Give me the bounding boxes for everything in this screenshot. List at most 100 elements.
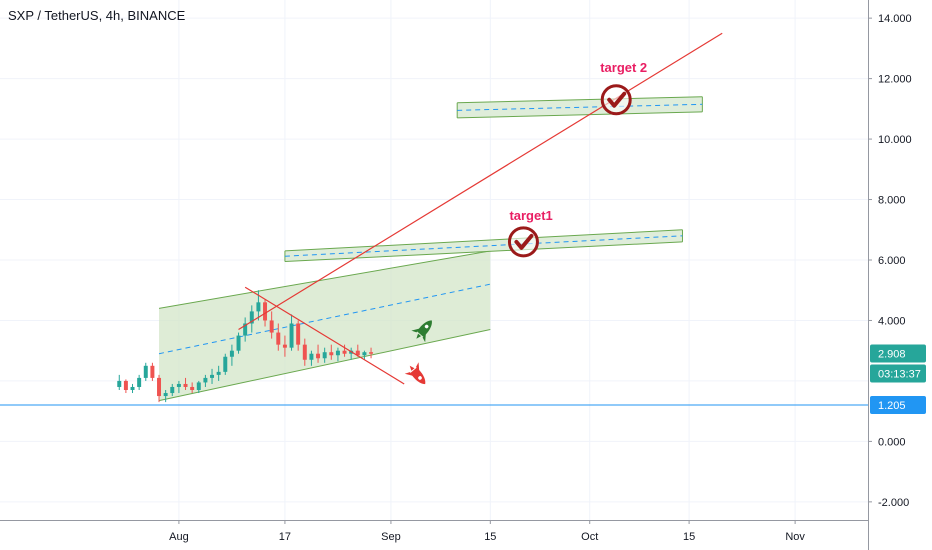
rocket-down-icon-fin-left [415, 362, 420, 371]
candlestick-series [117, 290, 374, 403]
grid-lines [0, 0, 868, 520]
candle-body [316, 353, 321, 359]
price-tick-label: 10.000 [878, 134, 912, 146]
candle [176, 380, 181, 394]
candle [329, 344, 334, 360]
trend-line-up [238, 32, 723, 331]
candle-body [150, 365, 155, 378]
candle-body [190, 386, 195, 390]
time-tick-label: 15 [683, 531, 695, 543]
rocket-down-icon-window [418, 376, 422, 380]
candle [203, 374, 208, 387]
current-price-label: 2.908 [878, 348, 906, 360]
chart-annotations: target1 target 2 [238, 32, 723, 385]
candle-body [163, 393, 168, 397]
candle [117, 374, 122, 390]
candle-body [335, 350, 340, 356]
candle [123, 379, 128, 394]
candle [342, 344, 347, 357]
candle-body [210, 374, 215, 378]
candle-body [276, 332, 281, 345]
candle [150, 362, 155, 381]
candle-body [282, 344, 287, 348]
candle-body [223, 356, 228, 372]
candle-body [256, 302, 261, 312]
time-tick-label: 15 [484, 531, 496, 543]
channel-mid [158, 283, 491, 355]
price-tick-label: 8.000 [878, 195, 906, 207]
candle-body [137, 377, 142, 387]
candle [157, 374, 162, 403]
price-tick-label: 4.000 [878, 315, 906, 327]
candle-body [355, 350, 360, 356]
candle-body [183, 383, 188, 387]
candle [296, 320, 301, 351]
candle-body [130, 386, 135, 390]
trend-line-down [244, 286, 405, 385]
target1-marker-ring [507, 226, 539, 258]
zone-target2-lower [457, 111, 703, 119]
candle-body [203, 377, 208, 383]
price-tick-label: 14.000 [878, 13, 912, 25]
candle-body [216, 371, 221, 375]
zone-target2-fill [457, 96, 703, 118]
zone-target1-upper [284, 229, 683, 252]
candle [335, 347, 340, 362]
zone-target1-mid [284, 235, 683, 257]
countdown-label: 03:13:37 [878, 368, 921, 380]
zone-target1-lower [284, 241, 683, 263]
candle-body [170, 386, 175, 394]
candle [243, 317, 248, 342]
rocket-up-icon-body [417, 320, 432, 337]
candle [170, 383, 175, 397]
chart-title: SXP / TetherUS, 4h, BINANCE [8, 8, 186, 23]
target2-marker [600, 84, 632, 116]
time-tick-label: Oct [581, 531, 598, 543]
candle [309, 350, 314, 366]
current-price-label-bg [870, 344, 926, 363]
candle-body [123, 380, 128, 390]
candle [163, 390, 168, 403]
candle [322, 347, 327, 363]
zone-target2-upper [457, 96, 703, 104]
candle [362, 350, 367, 360]
price-tick-label: 12.000 [878, 74, 912, 86]
candle-body [143, 365, 148, 378]
support-level-label: 1.205 [878, 400, 906, 412]
support-level-label-bg [870, 395, 926, 414]
candle [316, 344, 321, 363]
rocket-up-icon [411, 320, 432, 343]
time-tick-label: Aug [169, 531, 189, 543]
check-icon [514, 233, 534, 250]
candle-body [302, 344, 307, 360]
price-tick-label: 6.000 [878, 255, 906, 267]
target1-marker [507, 226, 539, 258]
candle-body [362, 352, 367, 356]
candle-body [296, 323, 301, 345]
candle [210, 368, 215, 384]
time-tick-label: Sep [381, 531, 401, 543]
check-icon [607, 91, 627, 108]
candle-body [322, 352, 327, 359]
rocket-down-icon-flame [409, 365, 415, 371]
rocket-up-icon-fin-right [422, 333, 426, 343]
chart-drawings [0, 96, 868, 406]
price-tick-label: -2.000 [878, 497, 909, 509]
candle-body [263, 302, 268, 321]
candle [355, 344, 360, 357]
candle [302, 338, 307, 366]
target2-marker-ring [600, 84, 632, 116]
candle [223, 353, 228, 375]
candle-body [369, 352, 374, 354]
rocket-down-icon-fin-right [404, 372, 414, 376]
channel-fill [159, 250, 491, 401]
candle-body [196, 382, 201, 390]
candle [249, 305, 254, 333]
candle [190, 382, 195, 394]
time-tick-label: 17 [279, 531, 291, 543]
candle-body [329, 352, 334, 356]
rocket-down-icon-body [410, 367, 426, 385]
candle [143, 362, 148, 381]
